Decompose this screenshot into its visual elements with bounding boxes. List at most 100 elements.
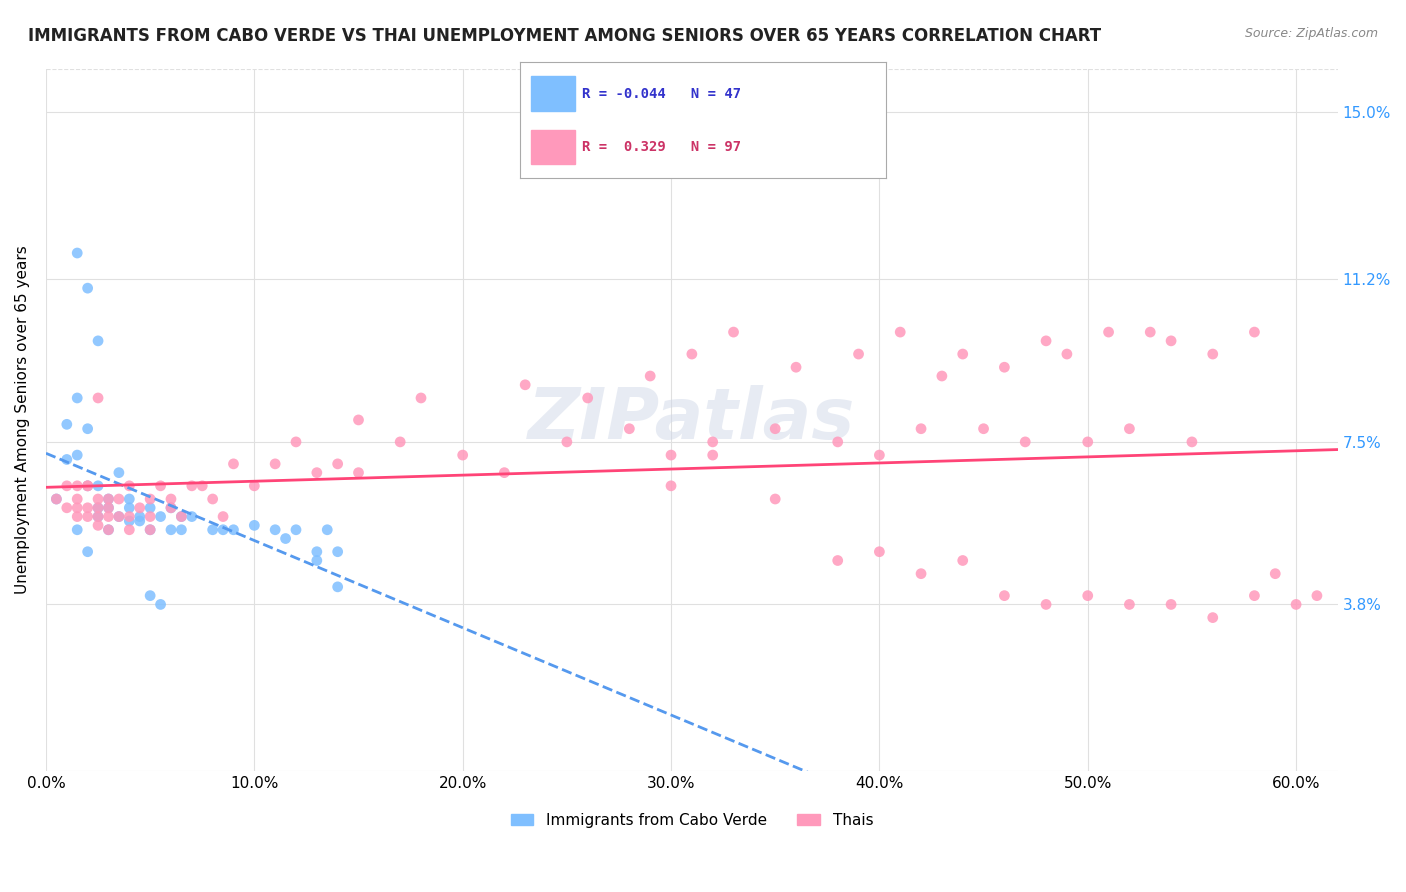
Point xyxy=(87,391,110,405)
Point xyxy=(494,466,516,480)
Point xyxy=(139,523,162,537)
Y-axis label: Unemployment Among Seniors over 65 years: Unemployment Among Seniors over 65 years xyxy=(15,245,30,594)
Point xyxy=(1160,334,1182,348)
Point xyxy=(108,466,131,480)
Point xyxy=(326,580,349,594)
Point xyxy=(97,491,120,506)
Legend: Immigrants from Cabo Verde, Thais: Immigrants from Cabo Verde, Thais xyxy=(505,806,879,834)
Point xyxy=(1202,610,1225,624)
Point xyxy=(76,479,98,493)
Point xyxy=(108,491,131,506)
Point xyxy=(993,589,1015,603)
Point xyxy=(1243,589,1265,603)
Point xyxy=(243,518,266,533)
Point xyxy=(149,509,172,524)
Point xyxy=(45,491,67,506)
Point xyxy=(1097,325,1119,339)
Point xyxy=(1139,325,1161,339)
Point xyxy=(212,509,235,524)
Point xyxy=(128,514,150,528)
Point xyxy=(316,523,339,537)
Bar xyxy=(531,77,575,112)
Point xyxy=(1077,434,1099,449)
Point xyxy=(264,457,287,471)
Point xyxy=(993,360,1015,375)
Point xyxy=(451,448,474,462)
Point xyxy=(1264,566,1286,581)
Point xyxy=(76,509,98,524)
Point xyxy=(76,545,98,559)
Point xyxy=(409,391,432,405)
Point xyxy=(326,545,349,559)
Point xyxy=(56,500,79,515)
Point xyxy=(347,466,370,480)
Point xyxy=(285,523,308,537)
Point xyxy=(97,491,120,506)
Point xyxy=(274,532,297,546)
Point xyxy=(76,479,98,493)
Point xyxy=(56,417,79,432)
Point xyxy=(952,553,974,567)
Text: Source: ZipAtlas.com: Source: ZipAtlas.com xyxy=(1244,27,1378,40)
Point xyxy=(66,448,89,462)
Point xyxy=(243,479,266,493)
Point xyxy=(827,553,849,567)
Point xyxy=(702,434,724,449)
Point xyxy=(87,500,110,515)
Point xyxy=(910,566,932,581)
Point xyxy=(1306,589,1329,603)
Point xyxy=(1035,598,1057,612)
Point xyxy=(868,448,890,462)
Point xyxy=(1118,598,1140,612)
Point xyxy=(128,509,150,524)
Point xyxy=(108,509,131,524)
Point xyxy=(973,422,995,436)
Point xyxy=(910,422,932,436)
Bar xyxy=(531,129,575,164)
Point xyxy=(66,491,89,506)
Point xyxy=(212,523,235,537)
Point xyxy=(45,491,67,506)
Point xyxy=(66,479,89,493)
Point xyxy=(87,479,110,493)
Point xyxy=(952,347,974,361)
Point xyxy=(128,500,150,515)
Point xyxy=(1118,422,1140,436)
Point xyxy=(763,422,786,436)
Point xyxy=(76,422,98,436)
Point xyxy=(87,491,110,506)
Point xyxy=(702,448,724,462)
Point xyxy=(1077,589,1099,603)
Point xyxy=(87,509,110,524)
Point xyxy=(1160,598,1182,612)
Point xyxy=(1181,434,1204,449)
Point xyxy=(97,523,120,537)
Point xyxy=(160,491,183,506)
Point xyxy=(87,509,110,524)
Point xyxy=(827,434,849,449)
Point xyxy=(108,509,131,524)
Point xyxy=(848,347,870,361)
Point xyxy=(139,589,162,603)
Point xyxy=(56,452,79,467)
Point xyxy=(97,523,120,537)
Point xyxy=(170,509,193,524)
Point xyxy=(201,523,224,537)
Point xyxy=(66,246,89,260)
Point xyxy=(1056,347,1078,361)
Point xyxy=(66,500,89,515)
Point xyxy=(931,369,953,384)
Point xyxy=(139,500,162,515)
Point xyxy=(1285,598,1308,612)
Point xyxy=(515,377,537,392)
Point xyxy=(555,434,578,449)
Point xyxy=(868,545,890,559)
Point xyxy=(170,523,193,537)
Point xyxy=(66,509,89,524)
Point xyxy=(118,509,141,524)
Point xyxy=(576,391,599,405)
Point xyxy=(222,457,245,471)
Point xyxy=(76,500,98,515)
Point xyxy=(1202,347,1225,361)
Point xyxy=(326,457,349,471)
